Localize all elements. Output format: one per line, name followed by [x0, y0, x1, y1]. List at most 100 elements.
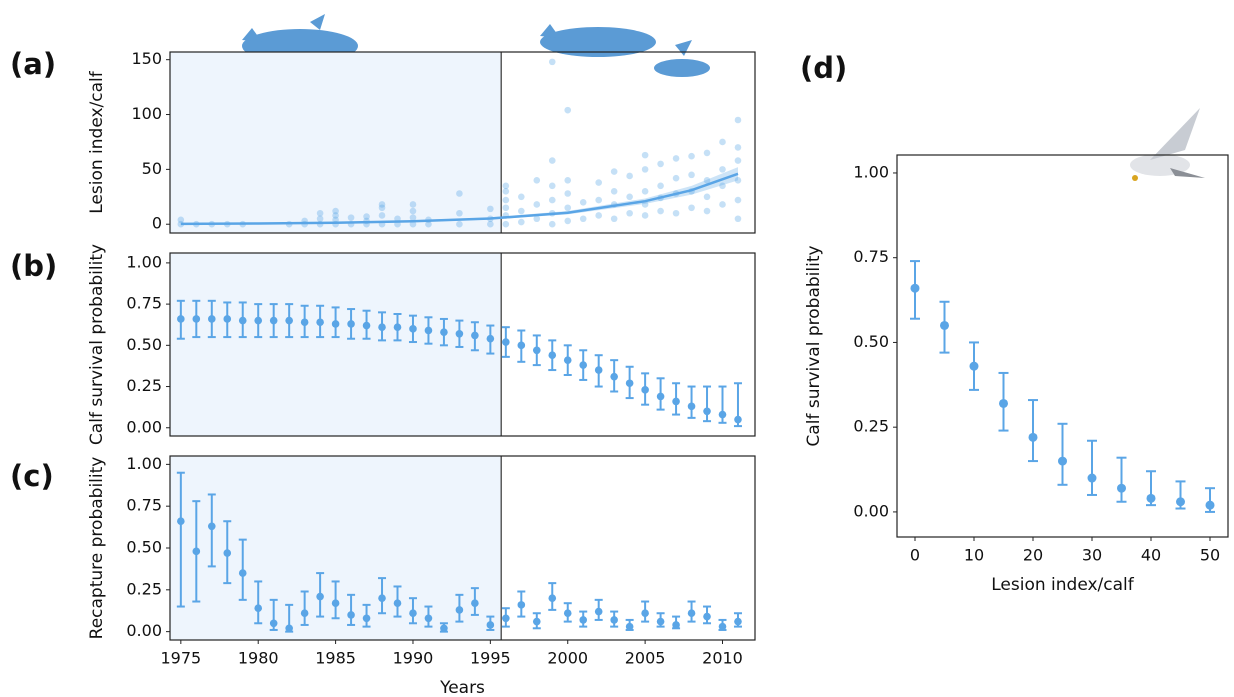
data-point [734, 144, 742, 151]
data-point [1087, 473, 1097, 483]
data-point [254, 316, 263, 325]
gull-icon [1130, 108, 1205, 181]
y-axis-title: Lesion index/calf [87, 70, 107, 214]
data-point [331, 320, 340, 328]
y-tick-label: 100 [131, 104, 162, 123]
data-point [703, 193, 711, 201]
data-point [1146, 493, 1156, 503]
data-point [672, 209, 680, 217]
panel-label: (b) [10, 249, 57, 283]
data-point [331, 599, 340, 607]
data-point [595, 212, 602, 219]
data-point [347, 214, 355, 221]
data-point [626, 193, 633, 201]
data-point [610, 372, 618, 381]
x-tick-label: 1990 [393, 649, 434, 668]
data-point [424, 614, 433, 623]
y-tick-label: 0.50 [126, 538, 162, 557]
data-point [300, 318, 309, 327]
data-point [910, 283, 920, 293]
data-point [734, 617, 742, 626]
data-point [548, 157, 556, 164]
data-point [579, 616, 588, 624]
y-tick-label: 0.00 [853, 501, 889, 520]
x-tick-label: 1985 [315, 649, 356, 668]
data-point [626, 172, 633, 180]
data-point [409, 325, 417, 333]
data-point [316, 209, 324, 217]
y-tick-label: 1.00 [126, 252, 162, 271]
x-tick-label: 2010 [702, 649, 743, 668]
data-point [502, 196, 510, 204]
data-point [533, 201, 541, 208]
data-point [502, 182, 510, 190]
data-point [502, 220, 510, 228]
data-point [378, 323, 386, 331]
data-point [409, 609, 417, 618]
data-point [409, 201, 417, 208]
data-point [177, 517, 185, 526]
data-point [440, 328, 448, 336]
data-point [502, 614, 510, 623]
data-point [998, 398, 1008, 408]
data-point [579, 361, 588, 369]
data-point [719, 166, 726, 173]
y-tick-label: 0.50 [853, 332, 889, 351]
data-point [734, 157, 742, 164]
data-point [548, 220, 556, 228]
y-tick-label: 1.00 [126, 454, 162, 473]
data-point [177, 220, 185, 228]
panel-label: (d) [800, 51, 847, 85]
data-point [440, 624, 448, 633]
shaded-period [170, 253, 502, 436]
plot-frame [169, 252, 756, 437]
y-tick-label: 1.00 [853, 162, 889, 181]
data-point [610, 616, 618, 624]
data-point [378, 204, 386, 212]
panel-label: (c) [10, 459, 54, 493]
data-point [207, 315, 216, 323]
data-point [594, 366, 603, 374]
x-axis-title: Years [439, 678, 485, 697]
data-point [719, 201, 726, 208]
panel-label: (a) [10, 47, 56, 81]
x-tick-label: 2000 [547, 649, 588, 668]
data-point [734, 116, 742, 124]
data-point [409, 207, 417, 215]
data-point [641, 188, 649, 195]
data-point [563, 609, 572, 618]
data-point [393, 323, 402, 331]
data-point [517, 601, 526, 609]
data-point [672, 397, 680, 406]
data-point [1058, 456, 1067, 466]
data-point [362, 321, 371, 330]
data-point [672, 155, 680, 162]
data-point [533, 177, 541, 184]
data-point [579, 198, 587, 206]
data-point [455, 606, 464, 614]
data-point [471, 599, 479, 607]
data-point [548, 58, 556, 66]
data-point [734, 415, 742, 424]
data-point [532, 346, 541, 355]
data-point [532, 617, 541, 626]
data-point [502, 204, 510, 212]
data-point [238, 316, 247, 325]
data-point [269, 619, 278, 628]
data-point [207, 522, 216, 531]
data-point [456, 220, 463, 228]
x-tick-label: 50 [1200, 546, 1220, 565]
y-axis-title: Calf survival probability [804, 245, 824, 446]
data-point [518, 193, 525, 201]
data-point [734, 215, 742, 223]
shaded-period [170, 52, 502, 233]
y-tick-label: 0 [152, 214, 162, 233]
data-point [548, 594, 557, 602]
data-point [285, 624, 293, 633]
data-point [548, 351, 557, 360]
data-point [718, 410, 727, 419]
data-point [579, 215, 587, 223]
data-point [595, 179, 602, 186]
